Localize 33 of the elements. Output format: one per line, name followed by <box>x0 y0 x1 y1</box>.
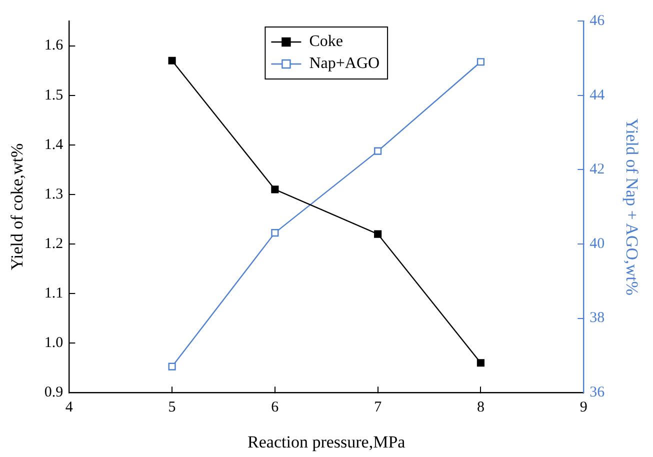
y-tick-label: 1.5 <box>44 87 64 104</box>
y-tick-label: 0.9 <box>44 384 64 401</box>
x-tick-label: 9 <box>580 400 588 416</box>
point <box>374 230 382 238</box>
y2-tick-label: 36 <box>590 384 606 401</box>
y-tick-label: 1.4 <box>44 136 64 153</box>
y2-tick-label: 42 <box>590 162 605 178</box>
x-tick-label: 7 <box>374 400 382 416</box>
y-tick-label: 1.6 <box>44 38 64 54</box>
point <box>271 229 279 237</box>
y2-tick-label: 38 <box>590 310 605 326</box>
point <box>374 147 382 155</box>
point <box>168 362 176 370</box>
x-tick-label: 8 <box>476 400 484 416</box>
legend-label: Coke <box>309 33 343 50</box>
y2-tick-label: 40 <box>590 236 605 252</box>
y2-tick-label: 44 <box>590 87 606 104</box>
point <box>271 186 279 194</box>
y-tick-label: 1.0 <box>44 334 64 351</box>
point <box>476 359 484 367</box>
x-tick-label: 5 <box>168 400 176 416</box>
y-axis-title: Yield of coke,wt% <box>8 143 27 270</box>
y2-axis-title: Yield of Nap + AGO,wt% <box>622 118 642 296</box>
y-tick-label: 1.3 <box>44 186 64 202</box>
x-tick-label: 6 <box>271 400 280 416</box>
legend-label: Nap+AGO <box>309 55 380 72</box>
y2-tick-label: 46 <box>590 12 606 29</box>
point <box>168 56 176 64</box>
y-tick-label: 1.2 <box>44 236 64 252</box>
point <box>476 58 484 66</box>
x-axis-title: Reaction pressure,MPa <box>248 432 406 452</box>
x-tick-label: 4 <box>65 400 74 416</box>
y-tick-label: 1.1 <box>44 285 64 302</box>
